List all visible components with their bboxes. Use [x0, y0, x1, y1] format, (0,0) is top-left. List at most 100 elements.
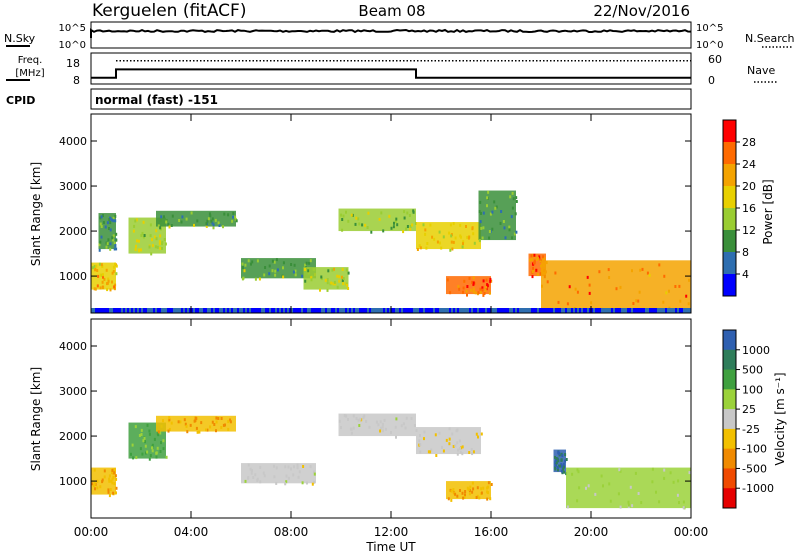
scatter-cell — [106, 281, 109, 285]
scatter-cell — [264, 266, 267, 269]
near-range-cell — [237, 308, 239, 313]
scatter-cell — [94, 287, 97, 291]
scatter-cell — [560, 458, 563, 462]
near-range-cell — [401, 308, 403, 313]
scatter-cell — [111, 468, 114, 472]
scatter-cell — [343, 414, 346, 418]
scatter-cell — [99, 216, 102, 220]
near-range-cell — [195, 308, 197, 313]
scatter-cell — [170, 224, 173, 227]
scatter-cell — [486, 486, 489, 490]
scatter-cell — [561, 454, 564, 458]
scatter-cell — [395, 417, 398, 421]
scatter-cell — [531, 275, 534, 279]
near-range-cell — [481, 308, 483, 313]
scatter-cell — [494, 206, 497, 210]
near-range-cell — [175, 308, 177, 313]
scatter-cell — [350, 213, 353, 217]
near-range-cell — [529, 308, 531, 313]
near-range-cell — [351, 308, 353, 313]
scatter-cell — [136, 239, 138, 243]
near-range-cell — [553, 308, 555, 313]
scatter-cell — [476, 486, 479, 490]
scatter-cell — [250, 471, 253, 475]
scatter-cell — [98, 262, 101, 266]
near-range-cell — [275, 308, 277, 313]
near-range-cell — [569, 308, 571, 313]
date-title: 22/Nov/2016 — [593, 2, 690, 20]
near-range-cell — [169, 308, 171, 313]
scatter-cell — [160, 441, 162, 445]
scatter-cell — [394, 425, 397, 429]
near-range-cell — [515, 308, 517, 313]
scatter-cell — [258, 277, 261, 281]
scatter-cell — [296, 463, 299, 467]
scatter-cell — [263, 474, 266, 478]
scatter-cell — [105, 268, 108, 272]
y-tick-label: 4000 — [59, 135, 87, 148]
scatter-cell — [109, 228, 112, 232]
near-range-cell — [387, 308, 389, 313]
scatter-cell — [554, 464, 557, 467]
scatter-cell — [438, 230, 441, 234]
scatter-cell — [158, 242, 161, 246]
near-range-cell — [133, 308, 135, 313]
scatter-cell — [388, 214, 391, 218]
scatter-region — [541, 260, 691, 310]
scatter-cell — [162, 419, 164, 423]
scatter-cell — [109, 242, 112, 246]
near-range-cell — [629, 308, 631, 313]
near-range-cell — [685, 308, 687, 313]
station-title: Kerguelen (fitACF) — [92, 1, 246, 21]
near-range-cell — [689, 308, 691, 313]
scatter-cell — [342, 214, 345, 218]
near-range-cell — [483, 308, 485, 313]
scatter-cell — [578, 486, 581, 490]
scatter-cell — [541, 284, 543, 288]
near-range-cell — [193, 308, 195, 313]
scatter-cell — [114, 244, 117, 247]
scatter-cell — [405, 416, 408, 420]
scatter-cell — [430, 448, 433, 452]
near-range-cell — [617, 308, 619, 313]
near-range-cell — [335, 308, 337, 313]
near-range-cell — [647, 308, 649, 313]
scatter-cell — [158, 240, 161, 244]
scatter-cell — [149, 223, 152, 227]
scatter-cell — [333, 267, 335, 271]
scatter-cell — [396, 223, 399, 227]
scatter-cell — [99, 273, 102, 277]
near-range-cell — [541, 308, 543, 313]
near-range-cell — [317, 308, 319, 313]
scatter-cell — [139, 447, 142, 451]
scatter-cell — [307, 269, 310, 273]
near-range-cell — [507, 308, 509, 313]
scatter-cell — [539, 259, 542, 263]
scatter-cell — [426, 242, 429, 245]
scatter-cell — [104, 225, 107, 229]
near-range-cell — [157, 308, 159, 313]
scatter-cell — [168, 418, 171, 422]
scatter-cell — [144, 440, 146, 444]
scatter-cell — [480, 226, 483, 230]
scatter-cell — [561, 465, 564, 469]
scatter-cell — [423, 430, 426, 434]
scatter-cell — [100, 225, 103, 228]
scatter-cell — [162, 447, 165, 451]
scatter-cell — [472, 281, 475, 285]
scatter-cell — [96, 284, 99, 288]
scatter-cell — [302, 465, 305, 468]
scatter-cell — [209, 214, 212, 218]
near-range-cell — [337, 308, 339, 313]
near-range-cell — [103, 308, 105, 313]
scatter-cell — [292, 473, 295, 477]
colorbar-segment — [723, 208, 736, 231]
scatter-cell — [268, 272, 271, 276]
scatter-cell — [515, 200, 518, 203]
near-range-cell — [145, 308, 147, 313]
scatter-cell — [402, 230, 405, 234]
scatter-cell — [450, 489, 453, 493]
scatter-cell — [138, 239, 140, 243]
scatter-cell — [635, 299, 638, 303]
near-range-cell — [559, 308, 561, 313]
